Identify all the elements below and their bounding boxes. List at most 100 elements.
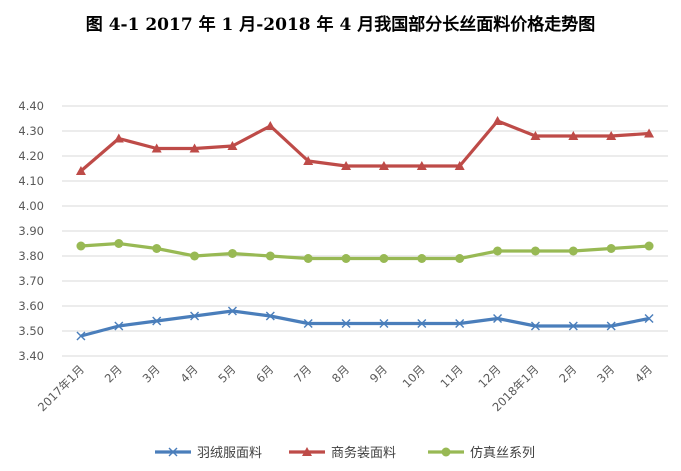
x-marker [190,311,200,321]
x-marker [227,306,237,316]
series-line [80,241,650,261]
x-marker [606,321,616,331]
x-tick-label: 11月 [437,362,465,390]
circle-marker [303,254,313,263]
legend: 羽绒服面料 商务装面料 仿真丝系列 [155,445,535,461]
x-tick-label: 4月 [177,362,200,385]
x-marker [152,316,162,326]
triangle-marker [227,141,238,150]
x-marker-stroke [341,319,351,328]
y-tick-label: 3.60 [18,299,44,313]
x-tick-label: 5月 [215,362,238,385]
x-tick-label: 8月 [329,362,352,385]
triangle-marker [644,128,655,138]
x-marker-stroke [227,306,237,316]
circle-marker [530,246,540,256]
y-tick-label: 4.00 [18,199,44,213]
legend-item: 羽绒服面料 [155,446,262,461]
y-tick-label: 3.50 [18,324,44,338]
triangle-marker [75,166,86,175]
x-marker-stroke [644,314,654,323]
x-marker [265,311,275,321]
legend-label: 仿真丝系列 [470,446,535,461]
triangle-marker [303,156,314,165]
x-marker [530,321,540,331]
y-tick-label: 3.90 [18,224,44,238]
x-marker [168,447,178,457]
x-marker-stroke [417,319,427,328]
legend-label: 羽绒服面料 [197,446,262,461]
x-marker [644,314,654,323]
circle-marker [455,254,465,263]
triangle-marker [113,133,124,143]
x-marker [379,319,389,328]
x-marker-stroke [493,314,503,323]
x-marker-stroke [265,311,275,321]
gridlines [62,105,668,357]
x-marker-stroke [606,321,616,331]
y-tick-label: 4.20 [18,149,44,163]
x-marker-stroke [455,319,465,328]
triangle-marker [189,143,200,153]
y-tick-label: 4.40 [18,99,44,113]
legend-item: 仿真丝系列 [428,446,535,461]
circle-marker [341,254,351,263]
circle-marker [190,251,200,261]
x-marker [455,319,465,328]
series-group [76,239,654,263]
triangle-marker [568,131,579,140]
y-axis-ticks: 3.40 3.50 3.60 3.70 3.80 3.90 4.00 4.10 4.20 4.30… [18,99,44,363]
x-marker [114,321,124,331]
x-marker [341,319,351,328]
x-tick-label: 2017年1月 [35,362,87,414]
series-group [76,306,654,341]
legend-label: 商务装面料 [331,445,396,461]
triangle-marker [530,131,541,140]
triangle-marker [454,161,465,170]
y-tick-label: 3.40 [18,349,44,363]
series-group [75,116,655,175]
triangle-marker [492,116,503,125]
circle-marker [379,254,389,263]
x-marker-stroke [530,321,540,331]
x-marker [568,321,578,331]
x-tick-label: 2月 [556,362,579,385]
x-tick-label: 3月 [594,362,617,385]
x-tick-label: 2月 [102,362,125,385]
x-marker [76,331,86,341]
chart-title: 图 4-1 2017 年 1 月-2018 年 4 月我国部分长丝面料价格走势图 [85,15,596,35]
circle-marker [265,251,275,261]
legend-item: 商务装面料 [289,445,396,461]
x-marker [417,319,427,328]
y-tick-label: 4.30 [18,124,44,138]
x-marker [303,319,313,328]
triangle-marker [378,161,389,170]
x-marker-stroke [568,321,578,331]
circle-marker [227,249,237,258]
series-lines [75,116,655,341]
y-tick-label: 3.80 [18,249,44,263]
triangle-marker [341,161,352,170]
x-marker [493,314,503,323]
x-marker-stroke [379,319,389,328]
circle-marker [606,244,616,253]
triangle-marker [265,121,276,130]
x-marker-stroke [303,319,313,328]
x-tick-label: 12月 [475,362,503,390]
circle-marker [114,239,124,248]
x-tick-label: 6月 [253,362,276,385]
x-tick-label: 4月 [632,362,655,385]
y-tick-label: 3.70 [18,274,44,288]
x-marker-stroke [114,321,124,331]
triangle-marker [302,447,312,456]
triangle-marker [151,143,162,153]
x-tick-label: 10月 [400,362,428,390]
circle-marker [568,246,578,256]
y-tick-label: 4.10 [18,174,44,188]
x-tick-label: 9月 [367,362,390,385]
series-line [79,119,650,173]
circle-marker [417,254,427,263]
series-line [80,309,650,338]
